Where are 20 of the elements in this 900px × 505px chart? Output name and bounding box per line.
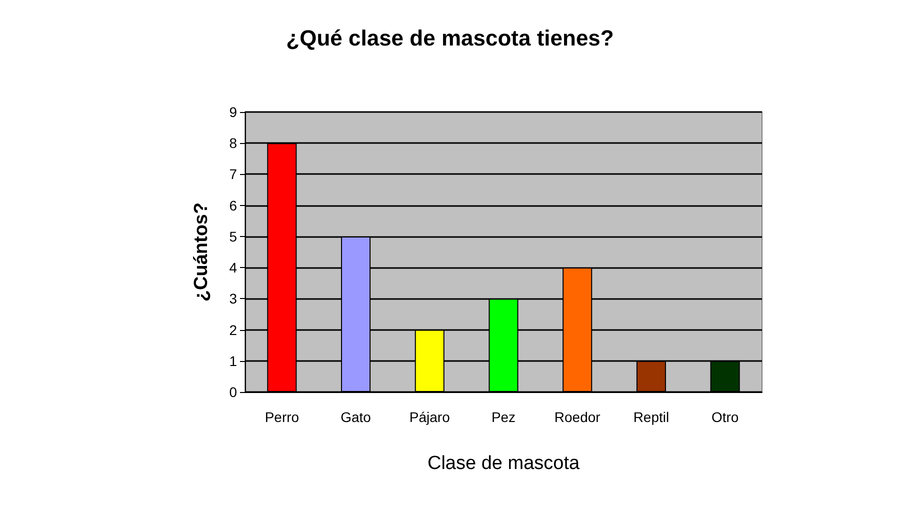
y-tick-label: 3 xyxy=(229,290,238,307)
y-axis-title: ¿Cuántos? xyxy=(191,202,212,302)
y-tick-label: 9 xyxy=(229,104,238,120)
y-tick-label: 6 xyxy=(229,197,238,214)
y-tick-label: 4 xyxy=(229,260,238,276)
y-tick-label: 7 xyxy=(229,166,238,182)
x-tick-label: Roedor xyxy=(554,409,601,425)
x-tick-label: Pez xyxy=(491,409,516,425)
x-tick-label: Otro xyxy=(711,409,739,425)
y-tick-label: 8 xyxy=(229,135,238,152)
y-tick-label: 2 xyxy=(229,322,238,338)
x-tick-label: Pájaro xyxy=(409,409,450,425)
x-tick-label: Gato xyxy=(340,409,372,425)
chart-title: ¿Qué clase de mascota tienes? xyxy=(286,26,614,50)
x-tick-label: Reptil xyxy=(633,409,670,425)
y-tick-label: 1 xyxy=(229,352,238,369)
x-axis-title: Clase de mascota xyxy=(427,453,580,474)
x-tick-label: Perro xyxy=(264,409,300,425)
y-tick-label: 0 xyxy=(229,384,238,400)
y-tick-label: 5 xyxy=(229,228,238,244)
